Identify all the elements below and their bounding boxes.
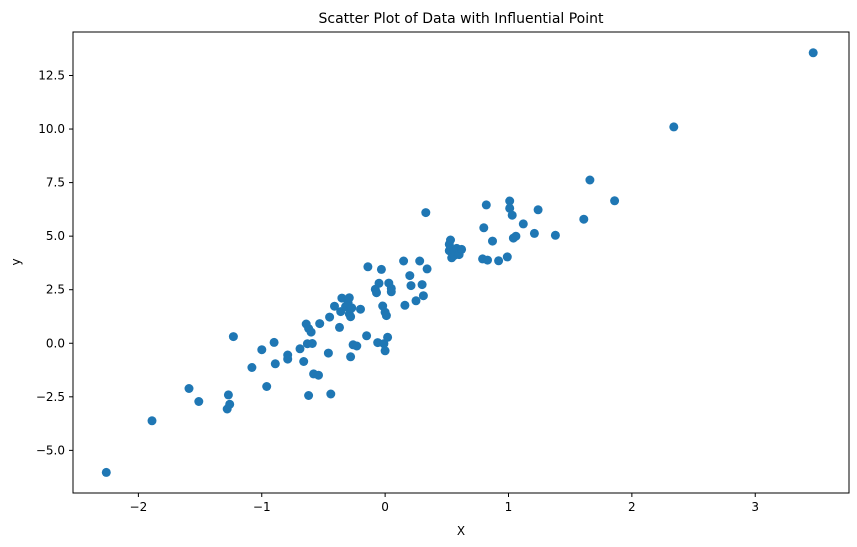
- x-tick-label: 3: [751, 500, 759, 514]
- y-tick-label: 10.0: [38, 122, 65, 136]
- data-point: [326, 389, 336, 399]
- data-point: [481, 200, 491, 210]
- y-tick-label: −5.0: [36, 443, 65, 457]
- data-point: [529, 228, 539, 238]
- data-point: [483, 255, 492, 265]
- data-point: [352, 341, 362, 351]
- x-tick-label: 1: [505, 500, 513, 514]
- y-tick-label: −2.5: [36, 390, 65, 404]
- data-point: [505, 203, 515, 213]
- data-point: [610, 196, 620, 206]
- data-point: [306, 327, 316, 337]
- data-point: [418, 291, 428, 301]
- x-tick-label: −1: [253, 500, 271, 514]
- data-point: [346, 352, 356, 362]
- plot-frame: [72, 31, 850, 494]
- data-point: [330, 301, 339, 311]
- data-point: [400, 300, 410, 310]
- data-point: [101, 467, 111, 477]
- data-point: [347, 303, 357, 313]
- data-point: [356, 304, 365, 314]
- data-point: [422, 264, 432, 274]
- data-point: [307, 339, 317, 348]
- data-point: [518, 219, 528, 229]
- data-point: [383, 332, 393, 342]
- data-point: [147, 416, 157, 426]
- data-point: [399, 256, 409, 266]
- data-point: [228, 332, 238, 342]
- data-point: [511, 231, 521, 241]
- data-point: [550, 230, 560, 240]
- data-point: [314, 370, 323, 380]
- y-axis-label: y: [9, 258, 23, 265]
- x-tick-label: 0: [381, 500, 389, 514]
- y-tick-label: 7.5: [46, 176, 65, 190]
- data-point: [269, 337, 279, 347]
- data-point: [585, 175, 595, 185]
- chart-title: Scatter Plot of Data with Influential Po…: [318, 11, 604, 27]
- data-point: [376, 264, 386, 274]
- data-point: [225, 399, 235, 409]
- data-point: [446, 235, 455, 245]
- data-point: [270, 359, 280, 369]
- data-point: [488, 236, 497, 246]
- y-tick-label: 2.5: [46, 283, 65, 297]
- data-point: [346, 312, 356, 322]
- data-point: [223, 390, 233, 400]
- x-tick-label: 2: [628, 500, 636, 514]
- data-point: [415, 256, 425, 266]
- y-tick-label: 5.0: [46, 229, 65, 243]
- data-point: [505, 196, 515, 206]
- data-point: [363, 262, 373, 272]
- y-axis-ticks: −5.0 −2.5 0.0 2.5 5.0 7.5 10.0 12.5: [36, 68, 73, 457]
- data-point: [579, 214, 589, 224]
- data-point: [372, 288, 381, 298]
- data-point: [411, 296, 421, 306]
- data-point: [380, 346, 390, 356]
- data-point: [194, 397, 204, 406]
- data-point: [381, 311, 391, 321]
- data-point: [386, 287, 396, 297]
- data-point: [808, 48, 818, 58]
- data-point: [337, 293, 347, 303]
- data-point: [344, 293, 354, 303]
- y-tick-label: 12.5: [38, 68, 65, 82]
- data-point: [494, 256, 504, 266]
- data-point: [184, 384, 194, 393]
- data-point: [315, 319, 325, 329]
- data-point: [262, 382, 272, 391]
- data-point: [405, 271, 415, 281]
- data-point: [283, 354, 293, 364]
- data-point: [362, 331, 372, 341]
- x-axis-ticks: −2 −1 0 1 2 3: [130, 493, 759, 514]
- x-axis-label: X: [457, 524, 465, 538]
- data-point: [479, 223, 489, 233]
- data-point: [299, 357, 309, 366]
- data-point: [417, 280, 427, 290]
- points-layer: [101, 48, 818, 477]
- data-point: [669, 122, 679, 132]
- data-point: [406, 281, 416, 291]
- data-point: [533, 205, 543, 215]
- data-point: [335, 322, 344, 332]
- y-tick-label: 0.0: [46, 336, 65, 350]
- data-point: [304, 391, 314, 400]
- data-point: [247, 363, 257, 372]
- data-point: [421, 208, 431, 218]
- data-point: [323, 348, 333, 358]
- x-tick-label: −2: [130, 500, 148, 514]
- data-point: [457, 244, 467, 254]
- data-point: [507, 210, 517, 220]
- data-point: [502, 252, 512, 262]
- data-point: [295, 344, 305, 354]
- data-point: [325, 312, 335, 322]
- data-point: [374, 278, 384, 288]
- data-point: [257, 345, 267, 355]
